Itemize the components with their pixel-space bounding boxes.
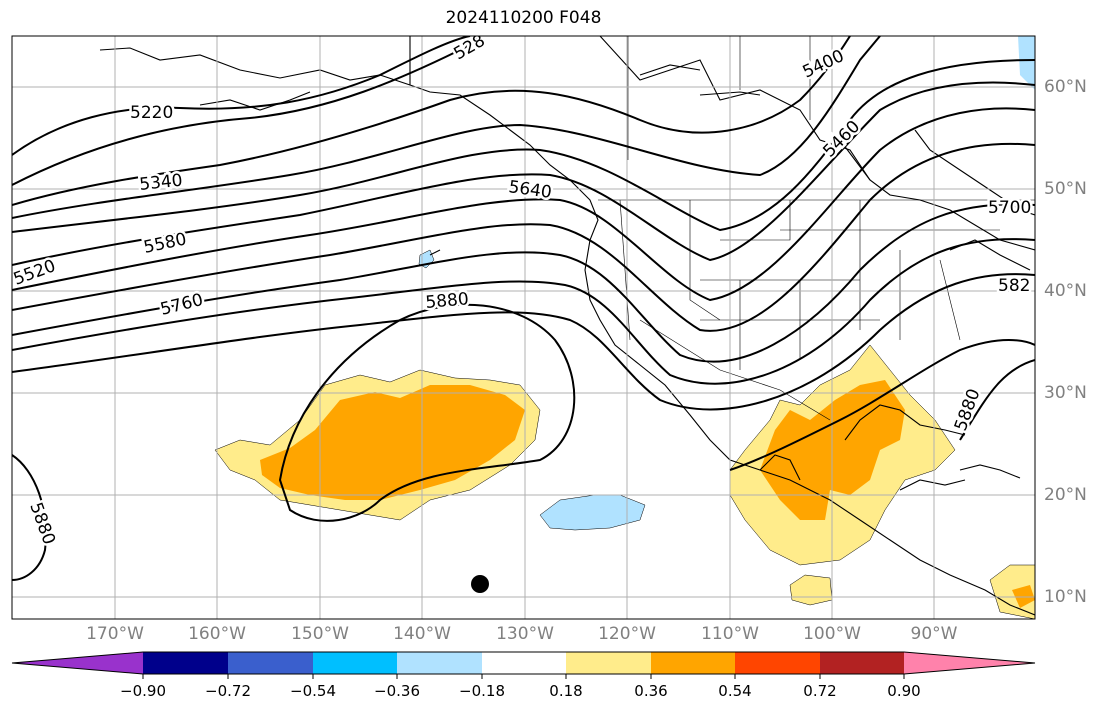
contour-5880-west <box>12 454 47 581</box>
colorbar-tick-label: 0.54 <box>718 682 752 700</box>
contour-5820 <box>12 273 1035 411</box>
colorbar-extend-low <box>12 652 143 674</box>
colorbar-tick-label: 0.18 <box>549 682 583 700</box>
contour-label: 582 <box>998 276 1030 296</box>
lon-label: 110°W <box>701 624 759 644</box>
contour-5460 <box>12 59 1035 233</box>
lon-label: 140°W <box>393 624 451 644</box>
lon-label: 150°W <box>291 624 349 644</box>
height-contours <box>12 36 1035 581</box>
colorbar-seg <box>482 652 566 674</box>
colorbar-seg <box>313 652 397 674</box>
contour-5880-east <box>729 339 1035 471</box>
colorbar-seg <box>566 652 651 674</box>
contour-label: 5880 <box>425 289 470 313</box>
colorbar <box>11 651 1036 679</box>
contour-5400 <box>12 36 881 219</box>
contour-5880-closed <box>278 303 576 522</box>
colorbar-tick-label: 0.90 <box>887 682 921 700</box>
colorbar-extend-high <box>904 652 1035 674</box>
lat-label: 40°N <box>1044 281 1087 301</box>
colorbar-tick-label: −0.18 <box>459 682 505 700</box>
colorbar-seg <box>651 652 735 674</box>
lat-label: 20°N <box>1044 485 1087 505</box>
lat-label: 10°N <box>1044 587 1087 607</box>
colorbar-tick-label: 0.36 <box>634 682 668 700</box>
graticule <box>12 36 1035 619</box>
lat-label: 50°N <box>1044 179 1087 199</box>
contour-5640 <box>12 142 1035 332</box>
lon-label: 160°W <box>188 624 246 644</box>
contour-5700 <box>12 203 1035 363</box>
contour-5220 <box>12 36 471 156</box>
contour-5580 <box>12 107 1035 302</box>
lon-label: 120°W <box>598 624 656 644</box>
lat-label: 60°N <box>1044 77 1087 97</box>
contour-5880-se <box>959 359 1035 441</box>
lon-label: 130°W <box>496 624 554 644</box>
contour-label: 5220 <box>130 103 173 123</box>
colorbar-tick-label: −0.72 <box>205 682 251 700</box>
lon-label: 100°W <box>803 624 861 644</box>
lon-label: 170°W <box>86 624 144 644</box>
colorbar-seg <box>228 652 313 674</box>
contour-5520 <box>12 81 1035 266</box>
contour-label: 5700 <box>988 198 1031 218</box>
shade-blue-pacific <box>539 494 646 531</box>
lon-label: 90°W <box>910 624 958 644</box>
lat-label: 30°N <box>1044 383 1087 403</box>
contour-5340 <box>12 36 851 206</box>
colorbar-seg <box>143 652 228 674</box>
colorbar-seg <box>820 652 904 674</box>
map-frame <box>11 35 1036 620</box>
colorbar-tick-label: −0.54 <box>290 682 336 700</box>
location-marker <box>471 575 489 593</box>
colorbar-tick-label: −0.36 <box>374 682 420 700</box>
contour-5760 <box>12 238 1035 385</box>
shade-blue-corner <box>1018 36 1035 90</box>
contour-label: 5340 <box>138 171 183 195</box>
colorbar-seg <box>397 652 482 674</box>
map-title: 2024110200 F048 <box>445 8 602 28</box>
colorbar-tick-label: −0.90 <box>120 682 166 700</box>
coastlines <box>99 36 1035 616</box>
colorbar-tick-label: 0.72 <box>803 682 837 700</box>
colorbar-seg <box>735 652 820 674</box>
contour-528 <box>12 36 481 186</box>
